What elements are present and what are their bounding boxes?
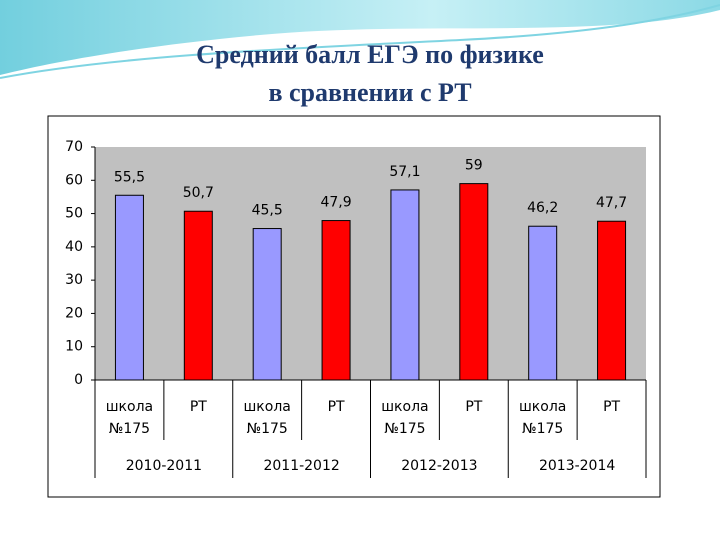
x-tick-label: РТ <box>603 399 621 415</box>
x-tick-label: РТ <box>465 399 483 415</box>
y-tick-label: 70 <box>65 139 83 155</box>
x-tick-label: школа №175 <box>519 399 567 437</box>
group-label: 2013-2014 <box>539 458 615 474</box>
bar <box>459 183 489 381</box>
bar <box>114 194 144 381</box>
chart-title: Средний балл ЕГЭ по физике <box>196 40 544 69</box>
bar <box>252 228 282 381</box>
group-label: 2011-2012 <box>263 458 339 474</box>
y-tick-label: 30 <box>65 272 83 288</box>
x-tick-label: школа №175 <box>381 399 429 437</box>
y-tick-label: 50 <box>65 206 83 222</box>
x-tick-label: РТ <box>327 399 345 415</box>
value-label: 59 <box>465 158 483 174</box>
header-wave <box>0 0 720 75</box>
y-tick-label: 10 <box>65 339 83 355</box>
chart-title: в сравнении с РТ <box>268 78 471 107</box>
value-label: 47,9 <box>320 195 351 211</box>
value-label: 47,7 <box>596 195 627 211</box>
bar <box>390 189 420 381</box>
y-tick-label: 20 <box>65 305 83 321</box>
value-label: 50,7 <box>183 185 214 201</box>
bar <box>597 220 627 381</box>
header-curve <box>0 4 720 79</box>
bar <box>528 225 558 381</box>
y-tick-label: 40 <box>65 239 83 255</box>
x-tick-label: школа №175 <box>105 399 154 437</box>
value-label: 46,2 <box>527 200 558 216</box>
plot-area <box>95 147 646 380</box>
value-label: 55,5 <box>114 169 145 185</box>
bar <box>321 220 351 381</box>
value-label: 45,5 <box>252 203 283 219</box>
y-tick-label: 0 <box>74 372 83 388</box>
group-label: 2010-2011 <box>126 458 202 474</box>
group-label: 2012-2013 <box>401 458 477 474</box>
y-tick-label: 60 <box>65 172 83 188</box>
bar <box>183 210 213 381</box>
x-tick-label: РТ <box>189 399 207 415</box>
value-label: 57,1 <box>389 164 420 180</box>
x-tick-label: школа №175 <box>243 399 291 437</box>
